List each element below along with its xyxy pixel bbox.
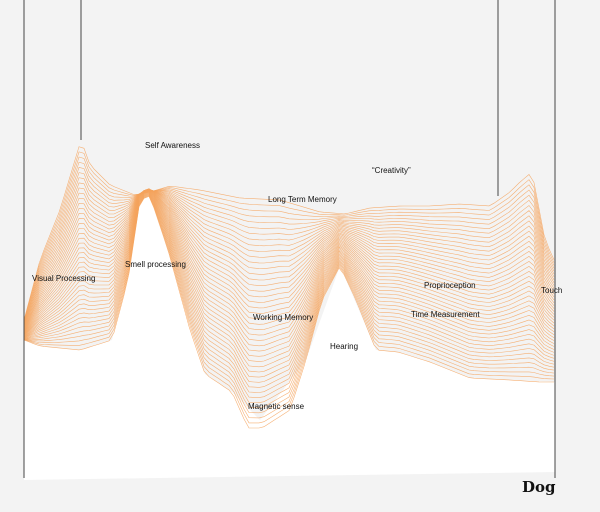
label-magnetic-sense: Magnetic sense xyxy=(248,402,305,411)
ridgeline-stroke xyxy=(23,188,555,329)
label-self-awareness: Self Awareness xyxy=(145,141,200,150)
ridgeline-stroke xyxy=(23,190,555,362)
ridgeline-stroke xyxy=(23,189,555,357)
ridgeline-stroke xyxy=(23,194,555,414)
ridgeline-stroke xyxy=(23,188,555,336)
ridgeline-stroke xyxy=(23,190,555,368)
ridgeline-stroke xyxy=(23,167,555,324)
ridgeline-stroke xyxy=(23,188,555,330)
diagram-title: Dog xyxy=(522,478,556,496)
ridgeline-stroke xyxy=(23,196,554,429)
ridgeline-stroke xyxy=(23,189,555,341)
ridgeline-stroke xyxy=(23,190,555,373)
ridgeline-stroke xyxy=(23,146,555,321)
ridgeline-stroke xyxy=(23,188,555,332)
ridgeline-stroke xyxy=(23,161,555,323)
ridgeline-stroke xyxy=(23,192,555,393)
ridgeline-stroke xyxy=(23,172,555,324)
label-hearing: Hearing xyxy=(330,342,359,351)
label-touch: Touch xyxy=(541,286,563,295)
white-base xyxy=(24,196,555,480)
label-proprioception: Proprioception xyxy=(424,281,476,290)
ridgeline-stroke xyxy=(23,191,555,378)
ridgeline-stroke xyxy=(23,187,555,326)
ridgeline-strokes xyxy=(23,146,555,429)
ridgeline-stroke xyxy=(23,188,555,333)
label-time-measurement: Time Measurement xyxy=(411,310,480,319)
label-working-memory: Working Memory xyxy=(253,313,314,322)
ridgeline-stroke xyxy=(23,193,555,404)
ridgeline-stroke xyxy=(23,189,555,347)
ridgeline-stroke xyxy=(23,156,555,322)
ridgeline-stroke xyxy=(23,188,555,332)
ridgeline-stroke xyxy=(23,188,555,335)
ridgeline-stroke xyxy=(23,188,555,334)
ridgeline-stroke xyxy=(23,182,555,326)
ridgeline-stroke xyxy=(23,189,555,352)
label-long-term-memory: Long Term Memory xyxy=(268,195,337,204)
label-visual-processing: Visual Processing xyxy=(32,274,96,283)
ridgeline-stroke xyxy=(23,177,555,325)
ridgeline-stroke xyxy=(23,188,555,333)
ridgeline-stroke xyxy=(23,188,555,334)
label-creativity: “Creativity” xyxy=(372,166,411,175)
ridgeline-stroke xyxy=(23,192,555,388)
ridgeline-stroke xyxy=(23,195,555,419)
ridgeline-stroke xyxy=(23,194,555,409)
ridgeline-stroke xyxy=(23,151,555,321)
ridgeline-stroke xyxy=(23,189,555,327)
label-smell-processing: Smell processing xyxy=(125,260,186,269)
ridgeline-stroke xyxy=(23,188,555,335)
ridgeline-stroke xyxy=(23,191,555,383)
ridgeline-stroke xyxy=(23,193,555,398)
ridgeline-stroke xyxy=(23,188,555,329)
ridgeline-stroke xyxy=(23,188,555,331)
ridgeline-stroke xyxy=(23,188,555,331)
ridgeline-stroke xyxy=(23,189,555,328)
ridgeline-stroke xyxy=(23,195,555,424)
